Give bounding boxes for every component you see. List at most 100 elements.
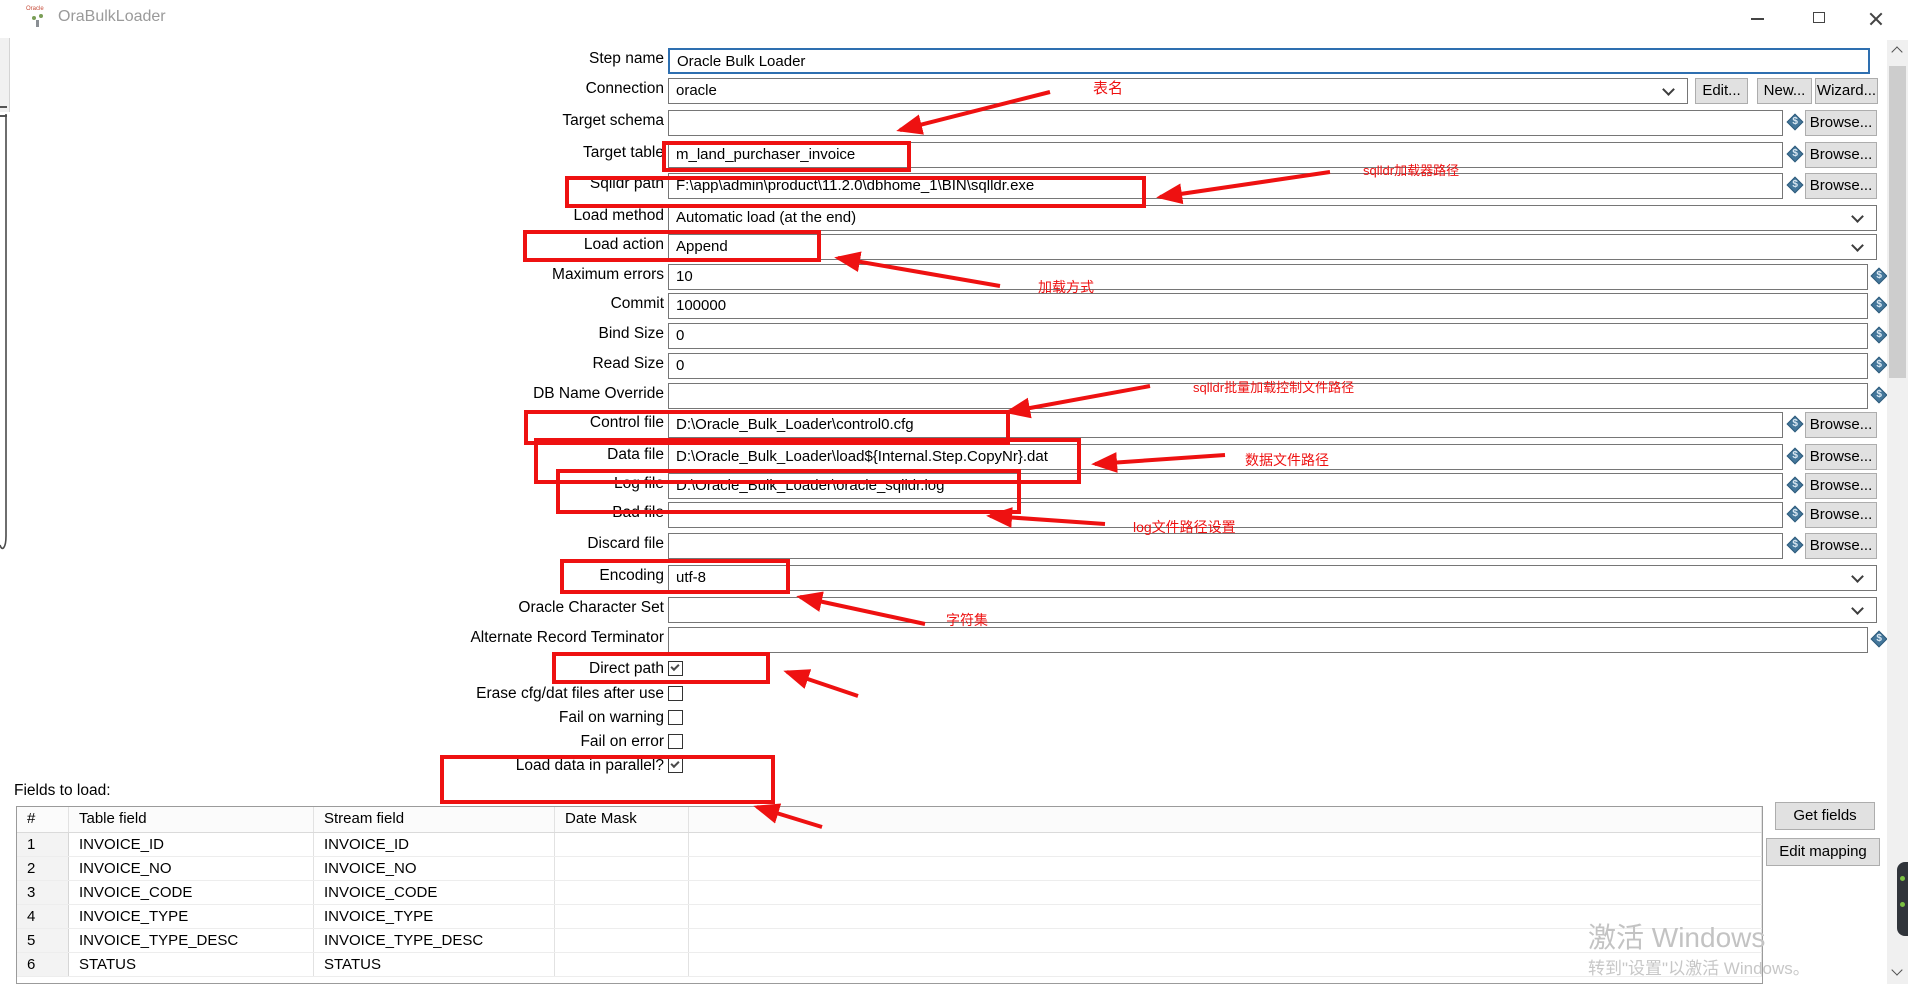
browse-button-target-table[interactable]: Browse...	[1805, 142, 1877, 168]
input-control-file[interactable]: D:\Oracle_Bulk_Loader\control0.cfg	[668, 412, 1783, 438]
input-oracle-character-set[interactable]	[668, 597, 1877, 623]
column-header-date-mask[interactable]: Date Mask	[555, 807, 689, 832]
table-cell[interactable]	[555, 929, 689, 952]
table-cell[interactable]	[555, 905, 689, 928]
table-cell[interactable]: INVOICE_NO	[69, 857, 314, 880]
connection-button-0[interactable]: Edit...	[1695, 78, 1748, 104]
scroll-down-icon[interactable]	[1891, 964, 1903, 976]
checkbox-direct-path[interactable]	[668, 661, 683, 676]
field-label-encoding: Encoding	[599, 567, 664, 584]
table-cell[interactable]: INVOICE_NO	[314, 857, 555, 880]
table-cell[interactable]: INVOICE_CODE	[69, 881, 314, 904]
input-commit[interactable]: 100000	[668, 293, 1868, 319]
column-header-table-field[interactable]: Table field	[69, 807, 314, 832]
table-cell[interactable]: INVOICE_TYPE	[314, 905, 555, 928]
column-header-stream-field[interactable]: Stream field	[314, 807, 555, 832]
input-maximum-errors[interactable]: 10	[668, 264, 1868, 290]
table-cell[interactable]	[555, 953, 689, 976]
input-log-file[interactable]: D:\Oracle_Bulk_Loader\oracle_sqlldr.log	[668, 473, 1783, 499]
input-value-alternate-record-terminator	[669, 628, 1867, 631]
table-cell[interactable]: STATUS	[314, 953, 555, 976]
table-cell[interactable]: 1	[17, 833, 69, 856]
annotation-box-direct-path	[552, 652, 770, 684]
field-label-load-method: Load method	[573, 207, 665, 224]
annotation-label-log-file-note: log文件路径设置	[1133, 519, 1236, 535]
table-cell[interactable]: 6	[17, 953, 69, 976]
annotation-arrow	[783, 669, 859, 698]
table-cell[interactable]	[689, 953, 1762, 976]
table-row[interactable]: 1 INVOICE_ID INVOICE_ID	[17, 833, 1762, 857]
scroll-up-icon[interactable]	[1891, 46, 1903, 58]
input-load-method[interactable]: Automatic load (at the end)	[668, 205, 1877, 231]
browse-button-data-file[interactable]: Browse...	[1805, 444, 1877, 470]
annotation-label-data-file-note: 数据文件路径	[1245, 452, 1329, 468]
table-cell[interactable]: INVOICE_ID	[314, 833, 555, 856]
table-cell[interactable]: 5	[17, 929, 69, 952]
checkbox-fail-on-error[interactable]	[668, 734, 683, 749]
browse-button-bad-file[interactable]: Browse...	[1805, 502, 1877, 528]
input-value-step-name: Oracle Bulk Loader	[677, 53, 806, 70]
table-cell[interactable]	[689, 857, 1762, 880]
input-db-name-override[interactable]	[668, 383, 1868, 409]
table-cell[interactable]	[689, 833, 1762, 856]
table-cell[interactable]	[555, 857, 689, 880]
column-header-num[interactable]: #	[17, 807, 69, 832]
annotation-box-sqlldr-path	[565, 176, 1146, 208]
input-step-name[interactable]: Oracle Bulk Loader	[668, 48, 1870, 74]
input-data-file[interactable]: D:\Oracle_Bulk_Loader\load${Internal.Ste…	[668, 444, 1783, 470]
input-read-size[interactable]: 0	[668, 353, 1868, 379]
field-label-oracle-character-set: Oracle Character Set	[518, 599, 664, 616]
table-cell[interactable]	[689, 905, 1762, 928]
table-row[interactable]: 4 INVOICE_TYPE INVOICE_TYPE	[17, 905, 1762, 929]
connection-button-2[interactable]: Wizard...	[1815, 78, 1878, 104]
input-connection[interactable]: oracle	[668, 78, 1688, 104]
table-cell[interactable]	[689, 929, 1762, 952]
background-artifact-right	[1897, 862, 1908, 936]
browse-button-target-schema[interactable]: Browse...	[1805, 110, 1877, 136]
table-cell[interactable]	[689, 881, 1762, 904]
dialog-scrollbar[interactable]	[1887, 40, 1908, 984]
table-cell[interactable]: 2	[17, 857, 69, 880]
field-label-commit: Commit	[610, 295, 664, 312]
input-bad-file[interactable]	[668, 502, 1783, 528]
checkbox-fail-on-warning[interactable]	[668, 710, 683, 725]
browse-button-control-file[interactable]: Browse...	[1805, 412, 1877, 438]
input-alternate-record-terminator[interactable]	[668, 627, 1868, 653]
table-cell[interactable]: INVOICE_ID	[69, 833, 314, 856]
close-button[interactable]	[1853, 2, 1899, 34]
annotation-box-load-action	[523, 230, 821, 262]
table-cell[interactable]: 3	[17, 881, 69, 904]
get-fields-button[interactable]: Get fields	[1775, 802, 1875, 830]
input-bind-size[interactable]: 0	[668, 323, 1868, 349]
browse-button-sqlldr-path[interactable]: Browse...	[1805, 173, 1877, 199]
table-cell[interactable]: 4	[17, 905, 69, 928]
input-encoding[interactable]: utf-8	[668, 565, 1877, 591]
fields-table[interactable]: # Table field Stream field Date Mask 1 INVOIC…	[16, 806, 1763, 984]
minimize-button[interactable]	[1735, 2, 1781, 34]
checkbox-erase-cfg-dat[interactable]	[668, 686, 683, 701]
table-cell[interactable]	[555, 833, 689, 856]
maximize-button[interactable]	[1796, 2, 1842, 34]
browse-button-discard-file[interactable]: Browse...	[1805, 533, 1877, 559]
table-row[interactable]: 6 STATUS STATUS	[17, 953, 1762, 977]
table-cell[interactable]: INVOICE_TYPE_DESC	[69, 929, 314, 952]
edit-mapping-button[interactable]: Edit mapping	[1766, 838, 1880, 866]
field-label-discard-file: Discard file	[587, 535, 664, 552]
table-cell[interactable]	[555, 881, 689, 904]
input-target-schema[interactable]	[668, 110, 1783, 136]
browse-button-log-file[interactable]: Browse...	[1805, 473, 1877, 499]
table-row[interactable]: 2 INVOICE_NO INVOICE_NO	[17, 857, 1762, 881]
table-cell[interactable]: INVOICE_TYPE_DESC	[314, 929, 555, 952]
variable-icon: $	[1870, 386, 1888, 404]
table-row[interactable]: 3 INVOICE_CODE INVOICE_CODE	[17, 881, 1762, 905]
input-target-table[interactable]: m_land_purchaser_invoice	[668, 142, 1783, 168]
table-row[interactable]: 5 INVOICE_TYPE_DESC INVOICE_TYPE_DESC	[17, 929, 1762, 953]
table-cell[interactable]: STATUS	[69, 953, 314, 976]
scrollbar-thumb[interactable]	[1889, 66, 1906, 378]
input-discard-file[interactable]	[668, 533, 1783, 559]
input-load-action[interactable]: Append	[668, 234, 1877, 260]
field-label-load-action: Load action	[583, 236, 664, 253]
table-cell[interactable]: INVOICE_TYPE	[69, 905, 314, 928]
connection-button-1[interactable]: New...	[1757, 78, 1812, 104]
table-cell[interactable]: INVOICE_CODE	[314, 881, 555, 904]
